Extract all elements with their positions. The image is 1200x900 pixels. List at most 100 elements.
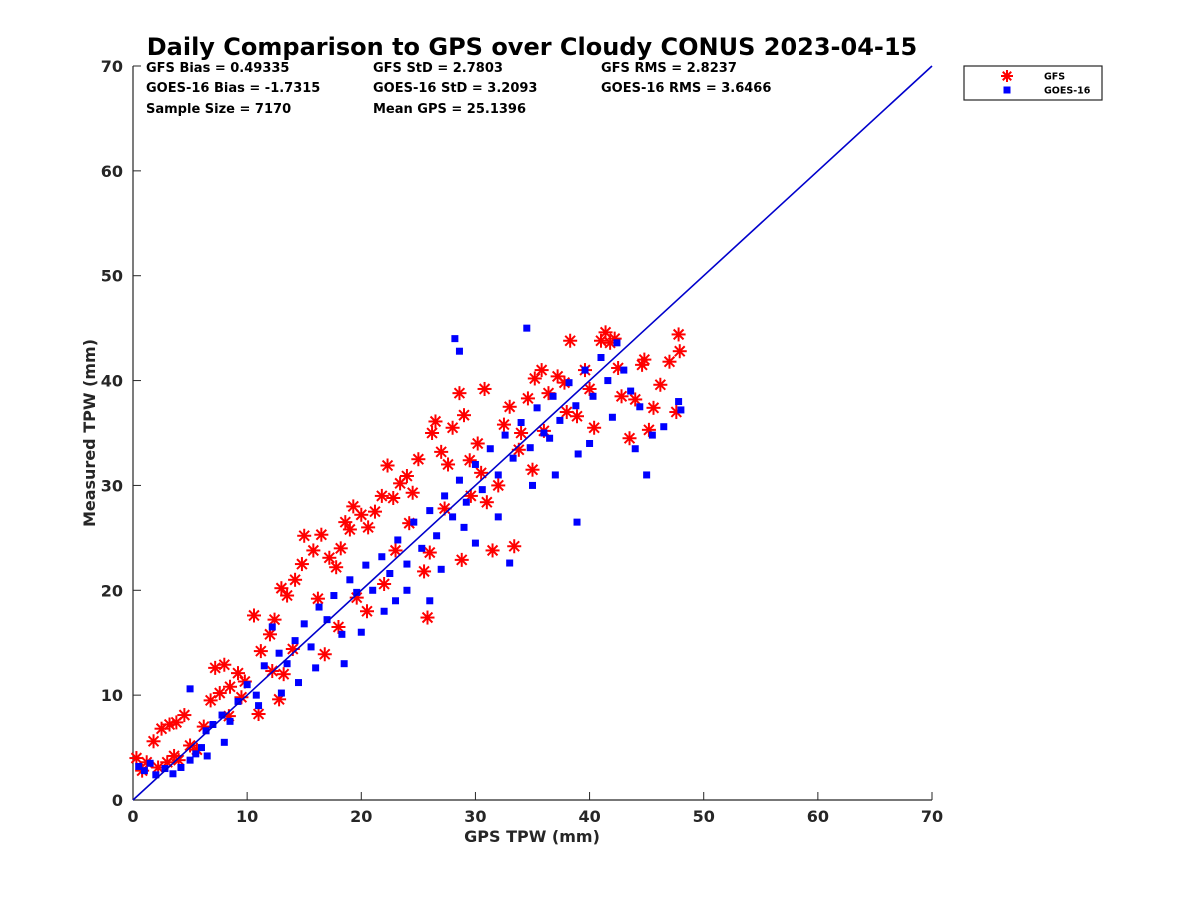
y-axis-label: Measured TPW (mm) (80, 339, 99, 527)
gfs-point (637, 352, 652, 367)
gfs-point (671, 327, 686, 342)
goes-16-point (323, 616, 331, 624)
goes-16-point (533, 404, 541, 412)
gfs-point (217, 657, 232, 672)
goes-16-point (209, 721, 217, 729)
gfs-point (646, 400, 661, 415)
goes-16-point (338, 630, 346, 638)
one-to-one-line (132, 65, 933, 801)
gfs-point (177, 708, 192, 723)
gfs-point (587, 420, 602, 435)
gfs-point (374, 488, 389, 503)
stat-gfs-std: GFS StD = 2.7803 (373, 61, 503, 76)
gfs-point (672, 344, 687, 359)
gfs-point (399, 468, 414, 483)
gfs-point (377, 576, 392, 591)
goes-16-point (268, 623, 276, 631)
goes-16-point (394, 536, 402, 544)
goes-16-point (551, 471, 559, 479)
goes-16-point (437, 565, 445, 573)
gfs-point (422, 545, 437, 560)
x-tick-label: 70 (921, 807, 943, 826)
statistics-annotations: GFS Bias = 0.49335 GFS StD = 2.7803 GFS RM… (146, 61, 771, 117)
goes-16-point (169, 770, 177, 778)
gfs-point (314, 527, 329, 542)
gfs-point (367, 504, 382, 519)
gfs-point (246, 608, 261, 623)
gfs-point (428, 414, 443, 429)
gfs-point (525, 462, 540, 477)
gfs-point (628, 392, 643, 407)
goes-16-point (620, 366, 628, 374)
goes-16-point (506, 559, 514, 567)
goes-16-point (455, 476, 463, 484)
gfs-point (598, 325, 613, 340)
gfs-point (582, 381, 597, 396)
gfs-point (425, 426, 440, 440)
gfs-point (417, 564, 432, 579)
goes-16-point (597, 354, 605, 362)
goes-16-point (540, 429, 548, 437)
goes-16-point (392, 597, 400, 605)
goes-16-point (307, 643, 315, 651)
gfs-point (274, 581, 289, 596)
goes-16-point (140, 767, 148, 775)
goes-16-point (353, 588, 361, 596)
gfs-point (380, 458, 395, 473)
goes-16-point (161, 765, 169, 773)
gfs-point (507, 539, 522, 554)
goes-16-point (441, 492, 449, 500)
gfs-point (563, 333, 578, 348)
gfs-point (457, 408, 472, 423)
goes-16-point (192, 750, 200, 758)
goes-16-point (660, 423, 668, 431)
gfs-point (502, 399, 517, 414)
gfs-point (441, 457, 456, 472)
gfs-point (614, 389, 629, 404)
goes-16-point (581, 366, 589, 374)
x-tick-label: 20 (350, 807, 372, 826)
y-tick-label: 50 (101, 267, 123, 286)
goes-16-point (330, 592, 338, 600)
goes-16-point (369, 586, 377, 594)
legend-label: GOES-16 (1044, 86, 1091, 97)
gfs-point (386, 491, 401, 506)
series-gfs (129, 325, 687, 778)
x-axis-label: GPS TPW (mm) (464, 827, 600, 846)
goes-16-point (471, 539, 479, 547)
goes-16-point (418, 544, 426, 552)
gfs-point (514, 426, 529, 440)
gfs-point (322, 550, 337, 565)
y-tick-label: 10 (101, 686, 123, 705)
goes-16-point (146, 759, 154, 767)
goes-16-point (486, 445, 494, 453)
goes-16-point (494, 513, 502, 521)
goes-16-point (455, 347, 463, 355)
gfs-point (454, 552, 469, 567)
goes-16-point (380, 607, 388, 615)
gfs-point (662, 354, 677, 369)
goes-16-point (255, 702, 263, 710)
goes-16-point (426, 597, 434, 605)
gfs-point (411, 452, 426, 467)
goes-16-point (648, 431, 656, 439)
gfs-point (452, 386, 467, 401)
gfs-point (317, 647, 332, 662)
goes-16-point (300, 620, 308, 628)
legend: GFS GOES-16 (963, 65, 1103, 101)
goes-16-point (410, 518, 418, 526)
gfs-point (354, 507, 369, 522)
gfs-point (146, 734, 161, 749)
gfs-point (359, 604, 374, 619)
gfs-point (342, 522, 357, 537)
goes-16-point (572, 402, 580, 410)
y-tick-label: 60 (101, 162, 123, 181)
goes-16-point (636, 403, 644, 411)
goes-16-point (283, 660, 291, 668)
chart-title: Daily Comparison to GPS over Cloudy CONU… (147, 33, 918, 61)
goes-16-point (340, 660, 348, 668)
goes-16-point (449, 513, 457, 521)
gfs-point (297, 528, 312, 543)
y-tick-label: 0 (112, 791, 123, 810)
